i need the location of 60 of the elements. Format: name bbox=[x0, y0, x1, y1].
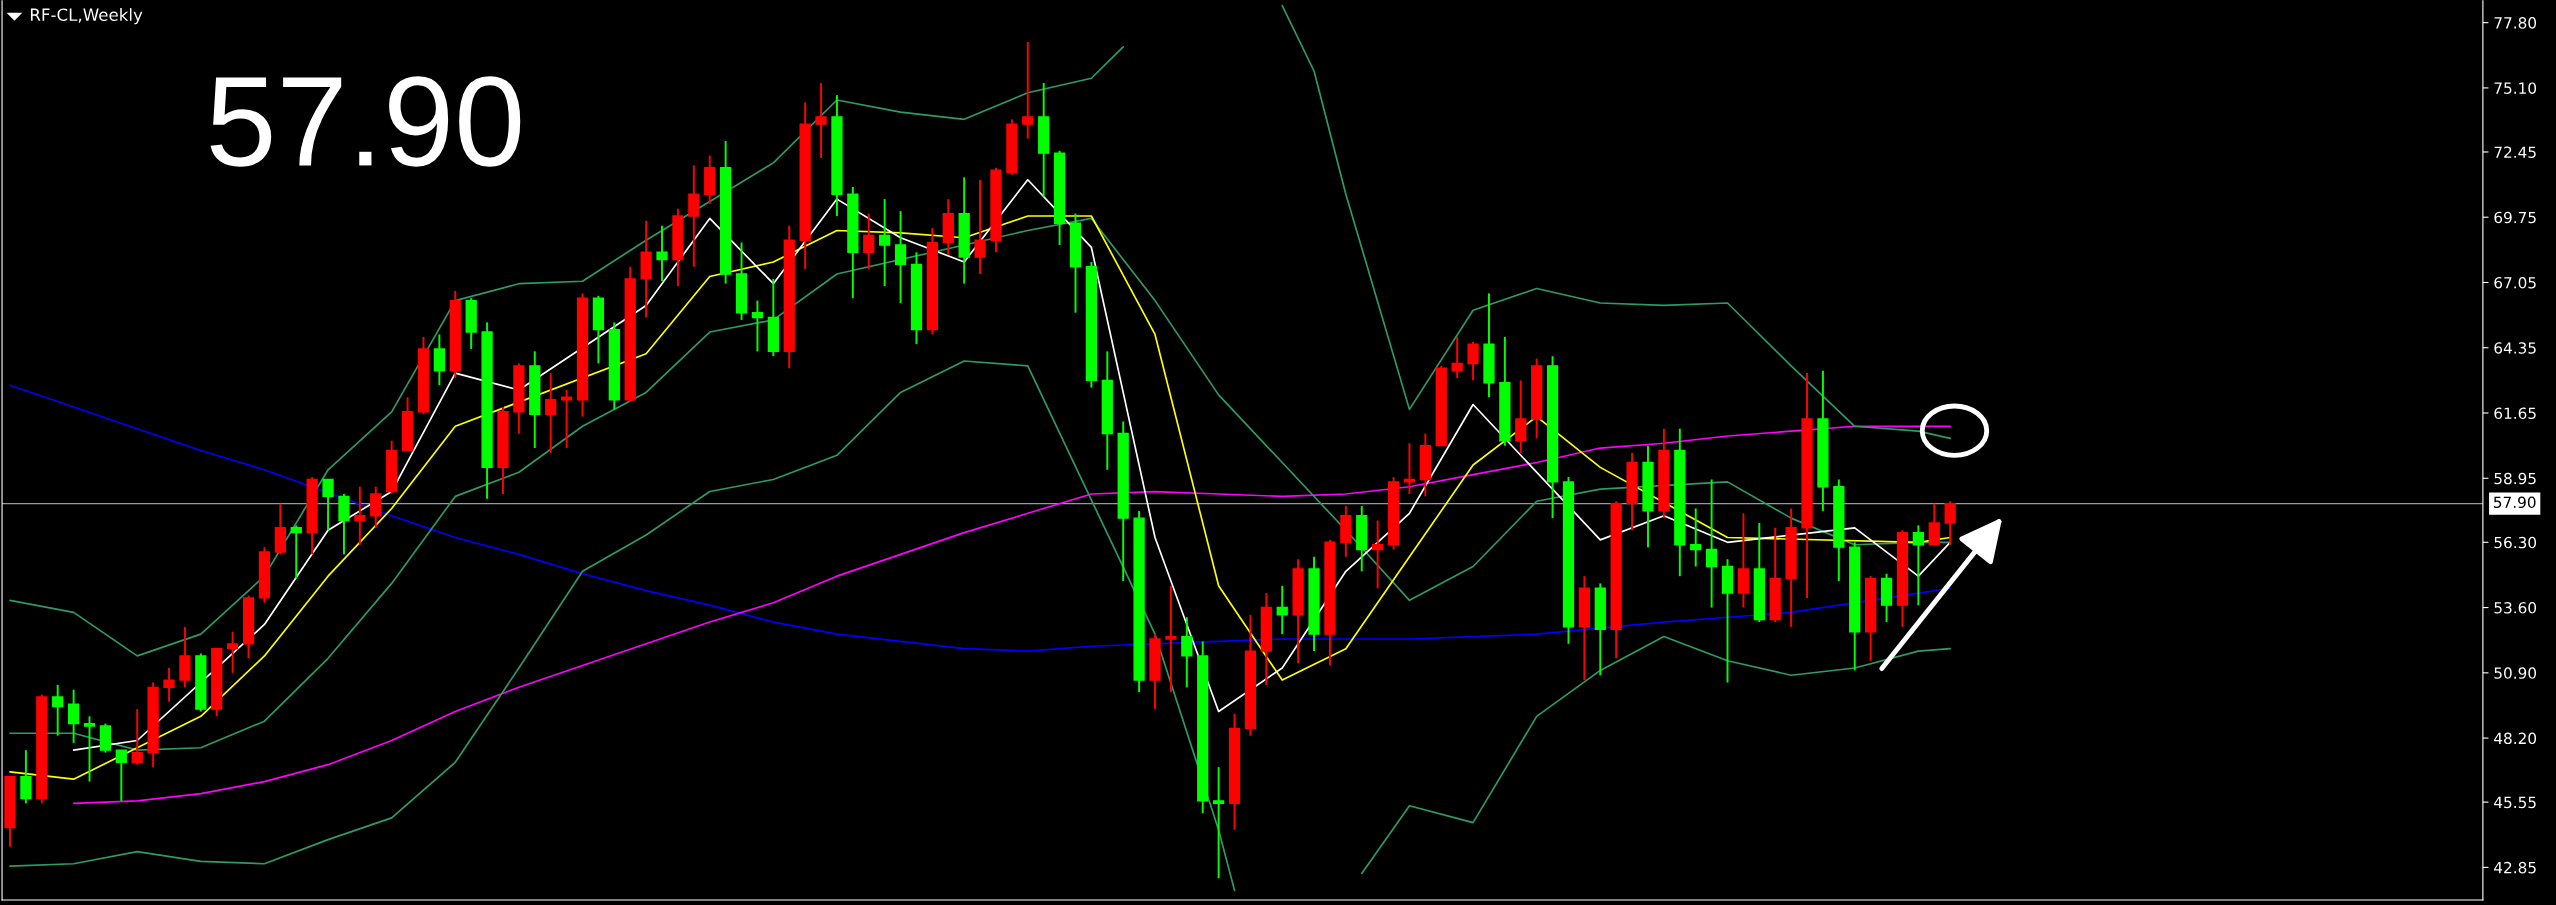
candlestick bbox=[1912, 524, 1924, 607]
line-series bbox=[1281, 4, 1951, 440]
y-tick-label: 69.75 bbox=[2494, 211, 2536, 224]
candlestick bbox=[1181, 616, 1193, 689]
y-tick-label: 42.85 bbox=[2494, 861, 2536, 874]
candlestick bbox=[52, 683, 64, 737]
candlestick bbox=[227, 630, 239, 674]
y-tick-label: 64.35 bbox=[2494, 342, 2536, 354]
candlestick bbox=[163, 667, 175, 703]
candlestick bbox=[1928, 502, 1940, 546]
candlestick bbox=[115, 749, 127, 802]
y-tick-label: 56.30 bbox=[2494, 536, 2537, 549]
y-tick-label: 67.05 bbox=[2494, 276, 2536, 289]
line-series bbox=[9, 360, 1236, 892]
line-series bbox=[9, 384, 1951, 652]
candlestick bbox=[370, 485, 382, 529]
y-tick-label: 45.55 bbox=[2494, 796, 2536, 809]
candlestick bbox=[322, 478, 334, 532]
candlestick bbox=[751, 299, 764, 353]
candlestick bbox=[1403, 442, 1416, 495]
candlestick bbox=[1212, 766, 1225, 880]
candlestick bbox=[20, 749, 32, 805]
candlestick bbox=[1467, 340, 1479, 382]
annotation: 57.90 bbox=[210, 76, 521, 167]
candlestick bbox=[131, 708, 143, 766]
candlestick bbox=[1515, 379, 1527, 454]
candlestick bbox=[688, 164, 700, 268]
candlestick bbox=[894, 210, 907, 304]
candlestick bbox=[433, 333, 445, 387]
y-tick-label: 75.10 bbox=[2494, 82, 2537, 94]
candlestick bbox=[863, 212, 875, 271]
candlestick bbox=[1690, 507, 1702, 568]
candlestick bbox=[1705, 478, 1718, 609]
candlestick bbox=[1165, 584, 1177, 694]
candlestick bbox=[354, 485, 366, 546]
candlestick bbox=[974, 178, 986, 275]
candlestick bbox=[1944, 500, 1956, 546]
line-series bbox=[9, 45, 1125, 657]
candlestick bbox=[1276, 584, 1288, 636]
y-tick-label: 72.45 bbox=[2494, 146, 2536, 158]
candlestick bbox=[1022, 41, 1034, 140]
y-tick-label: 50.90 bbox=[2494, 667, 2537, 679]
candlestick bbox=[815, 82, 827, 159]
y-tick-label: 48.20 bbox=[2494, 732, 2537, 745]
line-series bbox=[1360, 635, 1951, 875]
candlestick bbox=[1372, 519, 1384, 590]
candlestick bbox=[656, 224, 668, 283]
candlestick bbox=[67, 688, 80, 744]
ref-line-label: 57.90 bbox=[2494, 496, 2536, 509]
candlestick bbox=[83, 715, 96, 783]
line-series bbox=[72, 425, 1951, 805]
y-tick-label: 58.95 bbox=[2494, 472, 2536, 485]
chart-title: RF-CL,Weekly bbox=[30, 8, 143, 25]
candlestick bbox=[545, 372, 557, 454]
candlestick bbox=[879, 198, 891, 288]
y-tick-label: 53.60 bbox=[2494, 602, 2537, 614]
y-tick-label: 61.65 bbox=[2494, 407, 2536, 420]
y-tick-label: 77.80 bbox=[2494, 17, 2537, 29]
candlestick bbox=[1451, 335, 1463, 379]
candlestick bbox=[290, 524, 302, 580]
